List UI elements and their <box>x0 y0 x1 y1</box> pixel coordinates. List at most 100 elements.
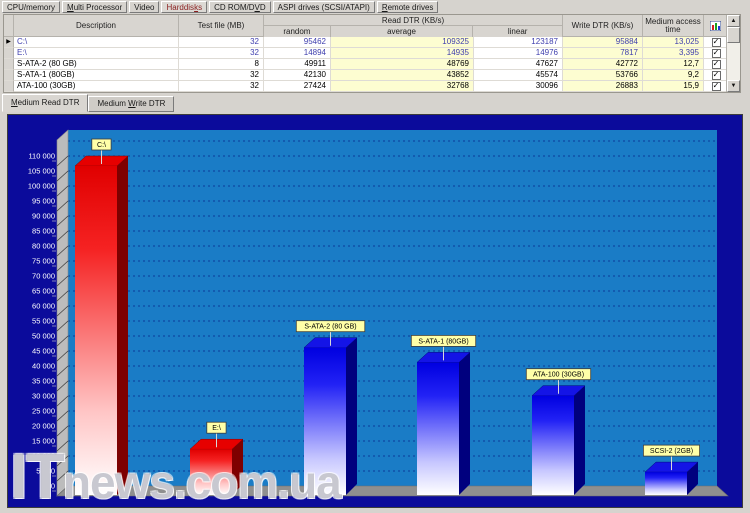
y-tick-label: 65 000 <box>32 287 55 296</box>
cell-test-file: 32 <box>179 37 264 48</box>
top-tab-bar: CPU/memory Multi Processor Video Harddis… <box>0 0 750 13</box>
cell-read-random: 14894 <box>264 48 331 59</box>
bar-side <box>117 156 128 495</box>
cell-test-file: 32 <box>179 48 264 59</box>
cell-read-random: 42130 <box>264 70 331 81</box>
cell-write-dtr: 53766 <box>563 70 643 81</box>
bar-3: S-ATA-1 (80GB) <box>410 334 477 495</box>
include-checkbox[interactable]: ✓ <box>711 70 721 80</box>
scrollbar-thumb[interactable] <box>727 27 740 43</box>
header-read-dtr-group: Read DTR (KB/s) random average linear <box>264 15 563 37</box>
y-tick-label: 0 <box>51 482 55 491</box>
header-average: average <box>331 26 474 37</box>
bar-label: S-ATA-2 (80 GB) <box>304 324 356 331</box>
cell-access-time: 15,9 <box>643 81 704 92</box>
y-tick-label: 80 000 <box>32 242 55 251</box>
table-row[interactable]: E:\ 32 14894 14935 14976 7817 3,395 ✓ <box>4 48 740 59</box>
tab-cpu-memory[interactable]: CPU/memory <box>2 1 61 13</box>
cell-read-random: 95462 <box>264 37 331 48</box>
cell-read-linear: 45574 <box>474 70 563 81</box>
table-scrollbar[interactable]: ▲ ▼ <box>726 15 740 92</box>
cell-access-time: 3,395 <box>643 48 704 59</box>
table-row[interactable]: S-ATA-2 (80 GB) 8 49911 48769 47627 42772 12,7… <box>4 59 740 70</box>
bar-side <box>459 352 470 495</box>
row-indicator <box>4 70 14 81</box>
row-indicator <box>4 48 14 59</box>
y-tick-label: 25 000 <box>32 407 55 416</box>
cell-access-time: 9,2 <box>643 70 704 81</box>
bar-front <box>532 395 574 495</box>
y-tick-label: 60 000 <box>32 302 55 311</box>
bar-label-box <box>91 138 112 151</box>
cell-description: C:\ <box>14 37 179 48</box>
bar-front <box>75 166 117 495</box>
table-row[interactable]: ▶ C:\ 32 95462 109325 123187 95884 13,025 ✓ <box>4 37 740 48</box>
bar-4: ATA-100 (30GB) <box>525 368 592 495</box>
bar-label: ATA-100 (30GB) <box>533 372 584 379</box>
bar-label-box <box>206 421 227 434</box>
tab-label: CPU/memory <box>7 3 56 12</box>
tab-video[interactable]: Video <box>129 1 160 13</box>
tab-remote-drives[interactable]: Remote drives <box>376 1 439 13</box>
bar-side <box>574 385 585 495</box>
benchmark-table: Description Test file (MB) Read DTR (KB/… <box>3 14 741 93</box>
read-dtr-chart: 0 5 000 10 000 15 000 20 000 25 000 30 000 35 0… <box>7 114 743 512</box>
bar-side <box>232 439 243 495</box>
include-checkbox[interactable]: ✓ <box>711 48 721 58</box>
cell-description: E:\ <box>14 48 179 59</box>
cell-read-linear: 30096 <box>474 81 563 92</box>
y-tick-label: 105 000 <box>28 167 55 176</box>
tab-cd-rom-dvd[interactable]: CD ROM/DVD <box>209 1 271 13</box>
y-tick-label: 20 000 <box>32 422 55 431</box>
scroll-up-button[interactable]: ▲ <box>727 15 740 27</box>
tab-aspi-drives[interactable]: ASPI drives (SCSI/ATAPI) <box>272 1 375 13</box>
table-row[interactable]: S-ATA-1 (80GB) 32 42130 43852 45574 53766 9,2 ✓ <box>4 70 740 81</box>
bar-front <box>417 362 459 495</box>
y-tick-label: 75 000 <box>32 257 55 266</box>
row-indicator <box>4 81 14 92</box>
y-tick-label: 5 000 <box>36 467 55 476</box>
cell-test-file: 32 <box>179 81 264 92</box>
tab-medium-write-dtr[interactable]: Medium Write DTR <box>88 96 175 112</box>
header-indicator-cell <box>4 15 14 37</box>
cell-description: ATA-100 (30GB) <box>14 81 179 92</box>
cell-write-dtr: 42772 <box>563 59 643 70</box>
include-checkbox[interactable]: ✓ <box>711 81 721 91</box>
header-write-dtr: Write DTR (KB/s) <box>563 15 643 37</box>
header-test-file: Test file (MB) <box>179 15 264 37</box>
include-checkbox[interactable]: ✓ <box>711 37 721 47</box>
header-medium-access: Medium access time <box>643 15 704 37</box>
bar-front <box>304 347 346 495</box>
y-tick-label: 110 000 <box>28 152 55 161</box>
header-read-dtr: Read DTR (KB/s) <box>264 15 562 26</box>
y-tick-label: 45 000 <box>32 347 55 356</box>
y-tick-label: 85 000 <box>32 227 55 236</box>
y-tick-label: 15 000 <box>32 437 55 446</box>
include-checkbox[interactable]: ✓ <box>711 59 721 69</box>
tab-multi-processor[interactable]: Multi Processor <box>62 1 128 13</box>
bar-front <box>190 449 232 495</box>
cell-access-time: 13,025 <box>643 37 704 48</box>
bar-0: C:\ <box>74 138 129 495</box>
bar-chart-canvas: 0 5 000 10 000 15 000 20 000 25 000 30 000 35 0… <box>28 129 729 497</box>
bar-front <box>645 472 687 495</box>
scroll-down-button[interactable]: ▼ <box>727 80 740 92</box>
tab-medium-read-dtr[interactable]: Medium Read DTR <box>2 94 89 112</box>
cell-read-linear: 123187 <box>474 37 563 48</box>
cell-read-average: 109325 <box>331 37 474 48</box>
y-tick-label: 70 000 <box>32 272 55 281</box>
tab-harddisks[interactable]: Harddisks <box>161 1 208 13</box>
cell-include-in-chart: ✓ <box>704 37 728 48</box>
row-indicator: ▶ <box>4 37 14 48</box>
cell-read-linear: 14976 <box>474 48 563 59</box>
bar-1: E:\ <box>189 421 244 495</box>
cell-read-random: 49911 <box>264 59 331 70</box>
table-row[interactable]: ATA-100 (30GB) 32 27424 32768 30096 26883 15,9… <box>4 81 740 92</box>
cell-read-average: 14935 <box>331 48 474 59</box>
cell-include-in-chart: ✓ <box>704 48 728 59</box>
cell-access-time: 12,7 <box>643 59 704 70</box>
cell-description: S-ATA-2 (80 GB) <box>14 59 179 70</box>
row-indicator <box>4 59 14 70</box>
cell-include-in-chart: ✓ <box>704 70 728 81</box>
cell-read-average: 48769 <box>331 59 474 70</box>
